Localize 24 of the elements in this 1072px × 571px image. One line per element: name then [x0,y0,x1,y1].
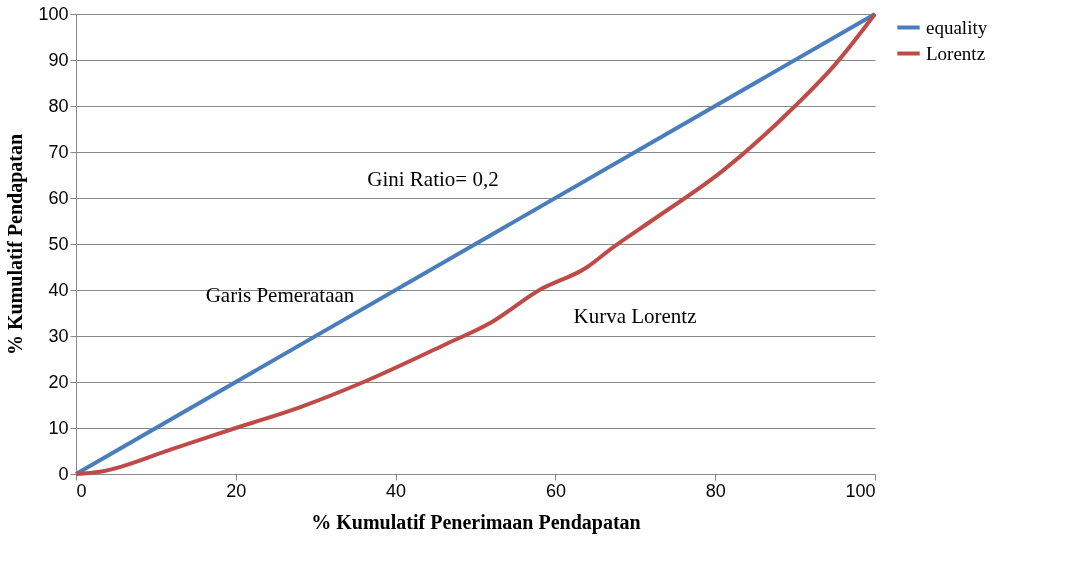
y-tick-label: 80 [48,95,69,116]
y-tick-label: 90 [48,49,69,70]
y-tick-label: 20 [48,371,69,392]
y-tick-label: 0 [58,463,69,484]
x-tick-label: 80 [705,480,726,501]
x-tick-label: 60 [545,480,566,501]
legend-label: Lorentz [926,42,986,64]
y-tick-label: 60 [48,187,69,208]
legend-label: equality [926,16,988,38]
x-tick-label: 40 [386,480,407,501]
y-axis-title: % Kumulatif Pendapatan [4,133,28,356]
y-tick-label: 30 [48,325,69,346]
x-tick-label: 100 [845,480,876,501]
y-tick-label: 70 [48,141,69,162]
annotation: Kurva Lorentz [573,304,697,328]
x-axis-title: % Kumulatif Penerimaan Pendapatan [311,510,641,534]
annotation: Gini Ratio= 0,2 [367,167,499,191]
x-tick-label: 0 [76,480,87,501]
y-tick-label: 50 [48,233,69,254]
x-tick-label: 20 [226,480,247,501]
y-tick-label: 10 [48,417,69,438]
y-tick-label: 100 [38,3,69,24]
y-tick-label: 40 [48,279,69,300]
annotation: Garis Pemerataan [205,283,355,307]
